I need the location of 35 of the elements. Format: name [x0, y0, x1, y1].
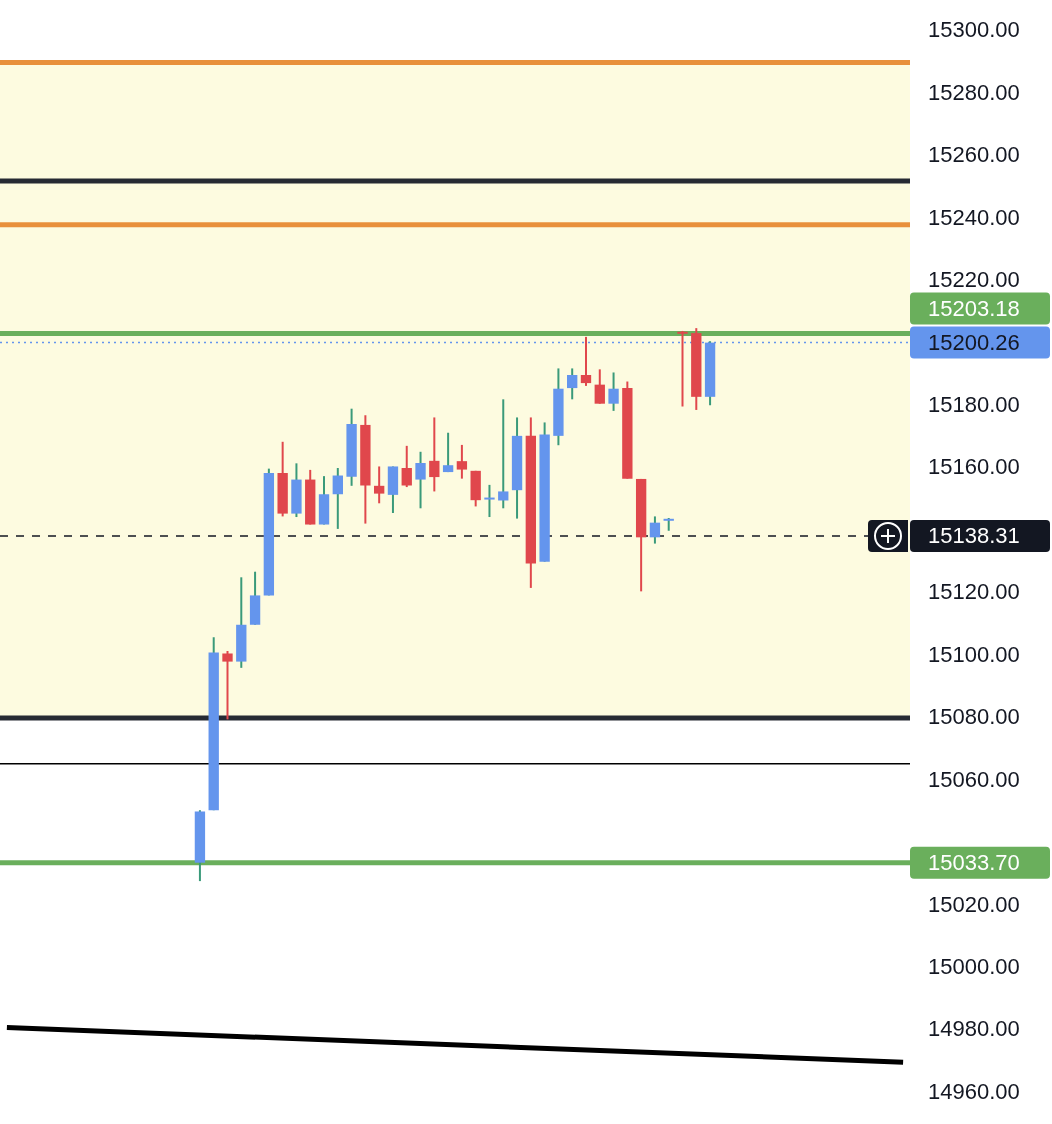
- y-tick-label: 15020.00: [928, 891, 1020, 917]
- y-tick-label: 15300.00: [928, 17, 1020, 43]
- y-tick-label: 15260.00: [928, 142, 1020, 168]
- y-tick-label: 15060.00: [928, 766, 1020, 792]
- y-tick-label: 15120.00: [928, 579, 1020, 605]
- candlestick: [498, 398, 509, 510]
- candlestick: [567, 367, 578, 401]
- candlestick: [608, 371, 619, 412]
- candlestick: [484, 483, 495, 519]
- candlestick: [580, 335, 592, 387]
- y-tick-label: 14980.00: [928, 1016, 1020, 1042]
- candlestick: [429, 416, 440, 493]
- candlestick: [649, 515, 661, 545]
- candlestick: [401, 444, 412, 489]
- ref-line-label: 15200.26: [928, 329, 1020, 355]
- y-tick-label: 15240.00: [928, 204, 1020, 230]
- candlestick: [456, 443, 468, 480]
- y-tick-label: 15100.00: [928, 641, 1020, 667]
- candlestick: [374, 465, 385, 505]
- candlestick: [332, 467, 343, 530]
- y-tick-label: 14960.00: [928, 1078, 1020, 1104]
- y-tick-label: 15080.00: [928, 704, 1020, 730]
- candlestick: [442, 431, 454, 474]
- y-tick-label: 15220.00: [928, 267, 1020, 293]
- y-tick-label: 15160.00: [928, 454, 1020, 480]
- candlestick: [222, 649, 233, 721]
- candlestick: [594, 368, 605, 405]
- ref-line-label: 15138.31: [928, 523, 1020, 549]
- y-tick-label: 15180.00: [928, 391, 1020, 417]
- y-tick-label: 15000.00: [928, 953, 1020, 979]
- ref-line-label: 15203.18: [928, 295, 1020, 321]
- y-tick-label: 15280.00: [928, 79, 1020, 105]
- candlestick: [415, 450, 426, 510]
- ref-line-label: 15033.70: [928, 849, 1020, 875]
- candlestick: [677, 329, 688, 408]
